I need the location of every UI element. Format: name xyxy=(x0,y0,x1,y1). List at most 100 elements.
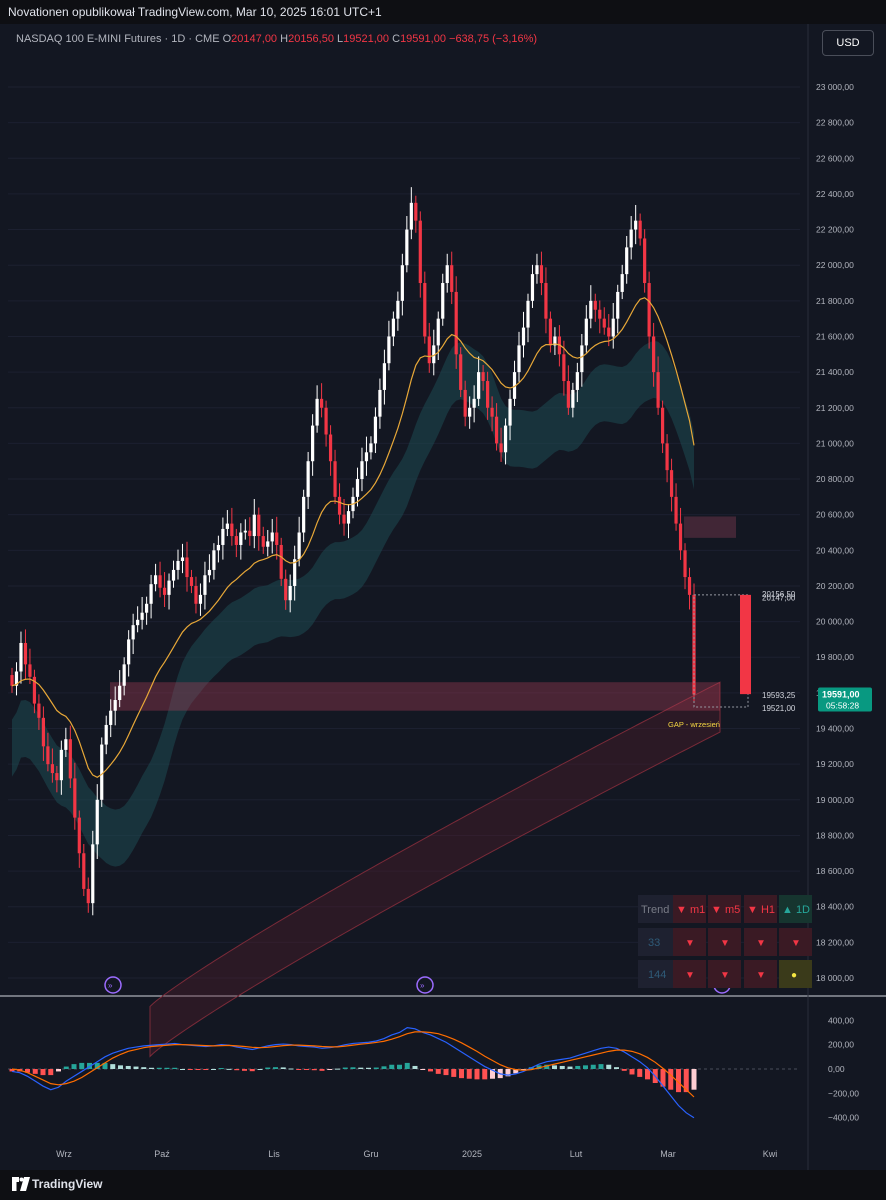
candle[interactable] xyxy=(293,559,297,586)
candle[interactable] xyxy=(266,541,270,547)
candle[interactable] xyxy=(153,575,158,585)
symbol-legend[interactable]: NASDAQ 100 E-MINI Futures · 1D · CME O20… xyxy=(16,33,537,45)
candle[interactable] xyxy=(494,416,499,444)
candle[interactable] xyxy=(427,336,431,364)
currency-button[interactable]: USD xyxy=(822,30,874,56)
candle[interactable] xyxy=(490,407,494,417)
candle[interactable] xyxy=(113,700,117,711)
candle[interactable] xyxy=(360,461,364,480)
candle[interactable] xyxy=(678,523,683,551)
candle[interactable] xyxy=(409,202,413,230)
candle[interactable] xyxy=(391,318,395,337)
candle[interactable] xyxy=(544,283,548,319)
candle[interactable] xyxy=(665,443,669,471)
candle[interactable] xyxy=(140,612,144,620)
candle[interactable] xyxy=(468,407,472,417)
candle[interactable] xyxy=(669,470,674,497)
candle[interactable] xyxy=(342,514,346,524)
candle[interactable] xyxy=(441,283,445,319)
candle[interactable] xyxy=(86,888,90,904)
event-marker-icon[interactable] xyxy=(104,976,122,994)
candle[interactable] xyxy=(288,585,292,601)
candle[interactable] xyxy=(450,265,454,292)
candle[interactable] xyxy=(589,300,593,319)
candle[interactable] xyxy=(638,220,642,239)
candle[interactable] xyxy=(185,557,189,578)
tradingview-logo-icon[interactable] xyxy=(10,1177,32,1191)
candle[interactable] xyxy=(400,265,404,301)
candle[interactable] xyxy=(687,577,692,595)
candle[interactable] xyxy=(499,443,503,453)
candle[interactable] xyxy=(620,274,624,292)
candle[interactable] xyxy=(95,799,99,845)
candle[interactable] xyxy=(580,345,584,373)
candle[interactable] xyxy=(602,318,606,328)
measure-box[interactable] xyxy=(693,594,749,708)
event-marker-icon[interactable] xyxy=(416,976,434,994)
candle[interactable] xyxy=(50,764,54,774)
candle[interactable] xyxy=(109,710,113,725)
candle[interactable] xyxy=(302,496,306,533)
candle[interactable] xyxy=(405,229,409,266)
candle[interactable] xyxy=(526,300,530,328)
candle[interactable] xyxy=(14,671,19,686)
candle[interactable] xyxy=(571,389,575,408)
candle[interactable] xyxy=(396,300,400,319)
candle[interactable] xyxy=(37,703,41,718)
candle[interactable] xyxy=(548,318,553,346)
candle[interactable] xyxy=(104,724,108,745)
candle[interactable] xyxy=(311,425,315,462)
candle[interactable] xyxy=(198,594,203,604)
candle[interactable] xyxy=(503,425,508,453)
candle[interactable] xyxy=(337,496,342,515)
candle[interactable] xyxy=(225,523,229,529)
candle[interactable] xyxy=(32,676,37,704)
candle[interactable] xyxy=(243,530,247,533)
candle[interactable] xyxy=(472,398,476,408)
candle[interactable] xyxy=(82,853,86,889)
candle[interactable] xyxy=(239,532,243,545)
candle[interactable] xyxy=(355,479,360,497)
candle[interactable] xyxy=(275,532,279,545)
candle[interactable] xyxy=(167,580,171,595)
candle[interactable] xyxy=(656,372,660,408)
candle[interactable] xyxy=(373,416,378,444)
candle[interactable] xyxy=(145,603,149,613)
candle[interactable] xyxy=(346,511,351,524)
candle[interactable] xyxy=(279,544,283,579)
supply-zone[interactable] xyxy=(684,516,736,538)
gap-zone[interactable] xyxy=(110,682,720,711)
candle[interactable] xyxy=(566,381,570,408)
candle[interactable] xyxy=(481,372,485,382)
candle[interactable] xyxy=(629,229,633,248)
candle[interactable] xyxy=(423,283,427,337)
candle[interactable] xyxy=(176,561,180,570)
candle[interactable] xyxy=(131,625,135,640)
tradingview-brand[interactable]: TradingView xyxy=(32,1177,103,1191)
candle[interactable] xyxy=(584,318,588,346)
candle[interactable] xyxy=(77,817,81,854)
candle[interactable] xyxy=(64,739,68,750)
candle[interactable] xyxy=(683,550,687,578)
candle[interactable] xyxy=(297,532,301,560)
candle[interactable] xyxy=(364,452,369,462)
candle[interactable] xyxy=(136,619,140,626)
candle[interactable] xyxy=(459,354,463,390)
candle[interactable] xyxy=(378,389,382,417)
candle[interactable] xyxy=(19,642,23,672)
candle[interactable] xyxy=(674,496,678,524)
candle[interactable] xyxy=(512,372,517,399)
candle[interactable] xyxy=(55,773,59,781)
last-price-badge[interactable] xyxy=(818,687,872,712)
candle[interactable] xyxy=(387,336,391,364)
candle[interactable] xyxy=(454,291,458,355)
candle[interactable] xyxy=(41,717,46,747)
candle[interactable] xyxy=(616,291,620,319)
candle[interactable] xyxy=(28,664,32,677)
candle[interactable] xyxy=(463,389,467,417)
candle[interactable] xyxy=(647,283,651,337)
candle[interactable] xyxy=(333,461,337,497)
candle[interactable] xyxy=(319,398,324,408)
candle[interactable] xyxy=(158,575,162,588)
candle[interactable] xyxy=(91,844,95,904)
